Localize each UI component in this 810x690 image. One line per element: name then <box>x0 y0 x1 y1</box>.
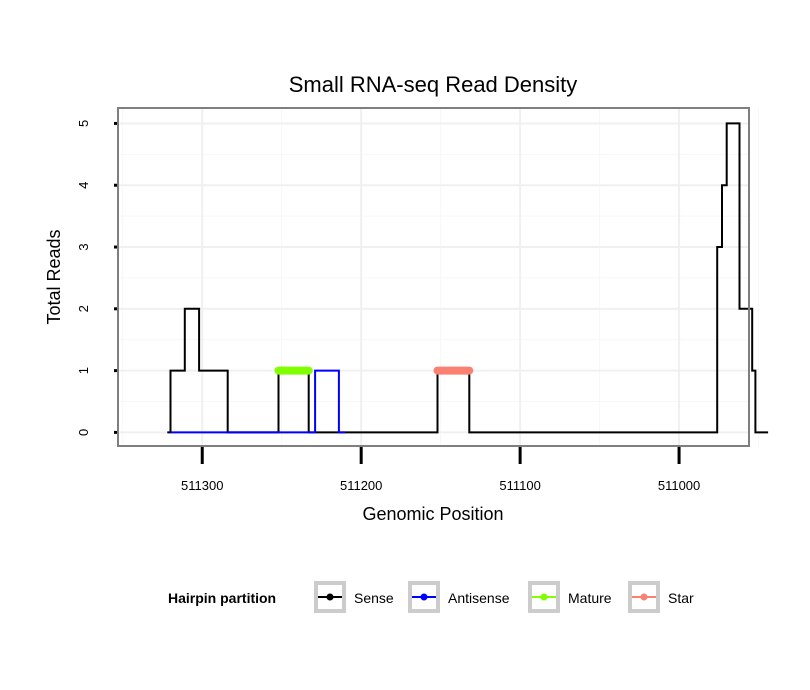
chart-title: Small RNA-seq Read Density <box>289 72 578 97</box>
y-tick-label: 3 <box>76 243 91 250</box>
major-gridlines <box>118 108 749 446</box>
y-axis-title: Total Reads <box>44 229 64 324</box>
legend-item-sense: Sense <box>314 581 394 613</box>
x-tick-label: 511000 <box>658 478 700 493</box>
legend-item-star: Star <box>628 581 694 613</box>
legend: Hairpin partition Sense Antisense Mature St… <box>168 581 694 613</box>
series-layer <box>167 122 769 434</box>
y-tick-label: 1 <box>76 367 91 374</box>
legend-label: Sense <box>354 590 394 606</box>
legend-key-dot <box>420 593 428 601</box>
legend-item-mature: Mature <box>528 581 612 613</box>
y-tick-label: 4 <box>76 182 91 189</box>
series-line-antisense <box>170 369 346 434</box>
plot-panel <box>118 108 749 446</box>
plot-border <box>117 107 750 447</box>
legend-key-dot <box>540 593 548 601</box>
legend-label: Antisense <box>448 590 510 606</box>
legend-item-antisense: Antisense <box>408 581 510 613</box>
minor-gridlines <box>118 108 760 446</box>
x-tick-label: 511100 <box>499 478 540 493</box>
legend-items: Sense Antisense Mature Star <box>314 581 694 613</box>
x-tick-label: 511200 <box>340 478 382 493</box>
y-tick-label: 2 <box>76 305 91 312</box>
x-tick-label: 511300 <box>181 478 223 493</box>
y-tick-label: 0 <box>76 429 91 436</box>
x-axis-title: Genomic Position <box>362 504 503 524</box>
y-tick-label: 5 <box>76 120 91 127</box>
legend-label: Mature <box>568 590 612 606</box>
y-axis: 0 1 2 3 4 5 <box>76 120 117 436</box>
legend-title: Hairpin partition <box>168 590 276 606</box>
legend-key-dot <box>326 593 334 601</box>
x-axis: 511300 511200 511100 511000 <box>181 447 700 493</box>
legend-label: Star <box>668 590 694 606</box>
legend-key-dot <box>640 593 648 601</box>
